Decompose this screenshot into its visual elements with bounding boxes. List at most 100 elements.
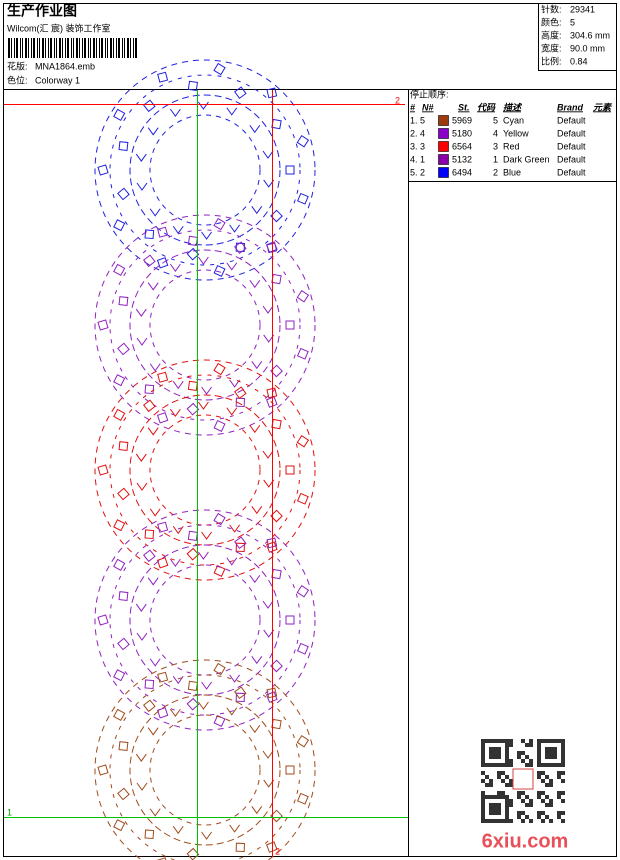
motif-stitch xyxy=(147,577,159,586)
qr-module xyxy=(501,739,505,743)
qr-module xyxy=(485,795,489,799)
qr-module xyxy=(505,739,509,743)
qr-module xyxy=(493,795,497,799)
stitches: 6494 xyxy=(452,167,472,177)
code: 1 xyxy=(493,154,498,164)
motif-stitch xyxy=(157,71,169,83)
info-value: 5 xyxy=(570,17,575,27)
guide-label: 2 xyxy=(395,95,400,105)
qr-module xyxy=(485,775,489,779)
motif-stitch xyxy=(144,529,155,540)
qr-module xyxy=(489,747,493,751)
embroidery-design xyxy=(94,59,316,860)
motif-stitch xyxy=(113,408,126,421)
info-value: 29341 xyxy=(570,4,595,14)
motif-stitch xyxy=(213,264,226,277)
motif-stitch xyxy=(249,574,261,584)
motif-stitch xyxy=(147,427,159,436)
qr-module xyxy=(489,783,493,787)
code: 2 xyxy=(493,167,498,177)
info-label: 宽度: xyxy=(541,42,562,53)
barcode xyxy=(8,38,137,58)
column-header: 元素 xyxy=(593,102,613,112)
brand: Default xyxy=(557,154,586,164)
qr-module xyxy=(529,743,533,747)
qr-module xyxy=(549,751,553,755)
qr-module xyxy=(537,791,541,795)
qr-module xyxy=(489,819,493,823)
qr-module xyxy=(537,747,541,751)
qr-module xyxy=(509,819,513,823)
qr-module xyxy=(521,819,525,823)
motif-stitch xyxy=(296,492,309,505)
qr-module xyxy=(481,803,485,807)
qr-module xyxy=(529,759,533,763)
motif-stitch xyxy=(235,542,245,552)
qr-module xyxy=(553,747,557,751)
qr-module xyxy=(481,759,485,763)
motif-ring xyxy=(94,509,316,731)
motif-stitch xyxy=(118,296,129,306)
qr-module xyxy=(493,747,497,751)
bar-stripe xyxy=(8,38,10,58)
design-label: 花版: xyxy=(7,60,28,71)
motif-stitch xyxy=(270,659,283,673)
qr-module xyxy=(481,815,485,819)
qr-module xyxy=(517,795,521,799)
bar-stripe xyxy=(31,38,32,58)
qr-module xyxy=(481,747,485,751)
motif-stitch xyxy=(187,680,198,691)
motif-stitch xyxy=(113,708,126,721)
bar-stripe xyxy=(48,38,49,58)
qr-module xyxy=(481,779,485,783)
qr-module xyxy=(545,739,549,743)
qr-module xyxy=(553,755,557,759)
bar-stripe xyxy=(122,38,123,58)
motif-stitch xyxy=(235,842,245,852)
seq: 5. 2 xyxy=(410,167,425,177)
motif-stitch xyxy=(249,124,261,134)
bar-stripe xyxy=(16,38,18,58)
qr-module xyxy=(541,811,545,815)
motif-stitch xyxy=(135,603,147,612)
bar-stripe xyxy=(84,38,86,58)
qr-module xyxy=(557,771,561,775)
qr-module xyxy=(509,799,513,803)
qr-module xyxy=(541,779,545,783)
qr-module xyxy=(497,791,501,795)
motif-stitch xyxy=(157,371,169,383)
motif-stitch xyxy=(147,127,159,136)
stitches: 5180 xyxy=(452,128,472,138)
qr-module xyxy=(545,751,549,755)
motif-stitch xyxy=(136,337,148,346)
motif-stitch xyxy=(213,62,226,76)
qr-module xyxy=(521,759,525,763)
motif-stitch xyxy=(113,108,126,121)
qr-module xyxy=(537,811,541,815)
qr-module xyxy=(481,807,485,811)
qr-module xyxy=(509,739,513,743)
motif-ring xyxy=(109,674,301,860)
motif-stitch xyxy=(262,450,274,459)
qr-module xyxy=(553,763,557,767)
motif-stitch xyxy=(296,135,310,148)
qr-module xyxy=(521,811,525,815)
color-swatch xyxy=(438,115,449,126)
motif-stitch xyxy=(169,558,181,568)
motif-stitch xyxy=(187,380,198,391)
qr-module xyxy=(489,751,493,755)
bar-stripe xyxy=(56,38,57,58)
bar-stripe xyxy=(130,38,131,58)
qr-module xyxy=(525,795,529,799)
motif-stitch xyxy=(135,753,147,762)
bar-stripe xyxy=(101,38,103,58)
qr-module xyxy=(549,763,553,767)
motif-stitch xyxy=(296,290,310,303)
qr-module xyxy=(537,759,541,763)
motif-stitch xyxy=(149,363,161,372)
title: 生产作业图 xyxy=(7,3,77,19)
motif-ring xyxy=(129,94,281,246)
motif-ring xyxy=(109,74,301,266)
column-header: # xyxy=(410,102,415,112)
